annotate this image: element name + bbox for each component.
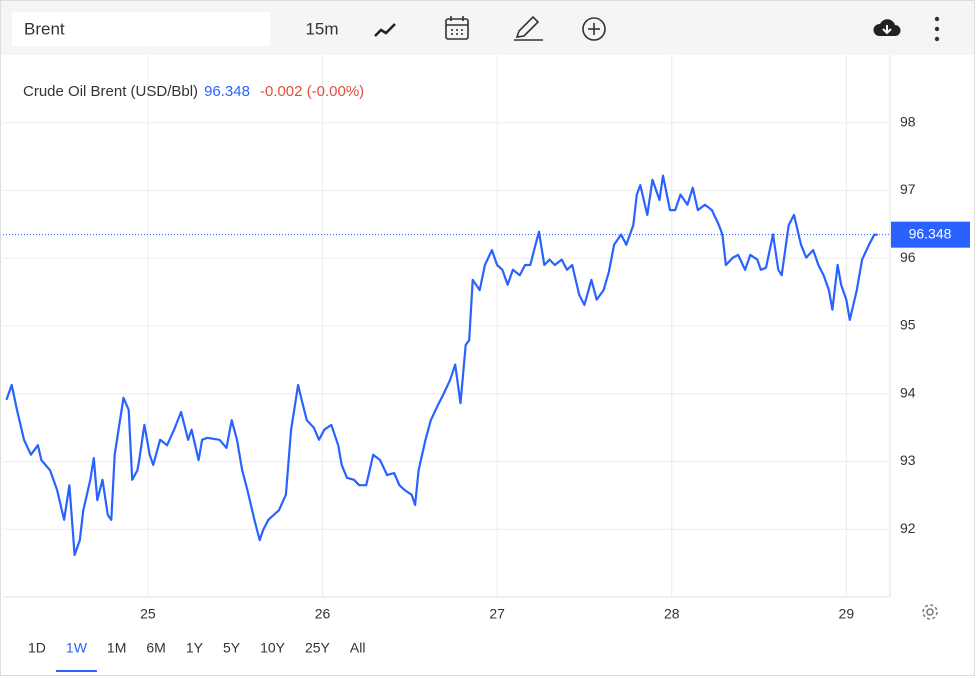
x-tick-label: 26 — [315, 606, 331, 622]
last-price-badge — [891, 221, 970, 248]
x-tick-label: 29 — [839, 606, 855, 622]
settings-icon[interactable] — [922, 604, 938, 620]
price-line — [5, 174, 878, 557]
range-button[interactable]: 1Y — [186, 640, 204, 656]
y-tick-label: 96 — [900, 249, 916, 265]
price-change: -0.002 (-0.00%) — [260, 83, 364, 100]
y-tick-label: 92 — [900, 520, 916, 536]
interval[interactable]: 15m — [305, 19, 338, 38]
range-button[interactable]: 1D — [28, 640, 46, 656]
chart-type-icon[interactable] — [374, 23, 396, 37]
range-button[interactable]: 6M — [146, 640, 165, 656]
last-price: 96.348 — [204, 83, 250, 100]
range-button[interactable]: 5Y — [223, 640, 241, 656]
x-tick-label: 27 — [489, 606, 505, 622]
symbol[interactable]: Brent — [24, 19, 65, 38]
download-icon[interactable] — [873, 19, 901, 36]
y-tick-label: 94 — [900, 384, 916, 400]
plot: 92 93 94 95 96 97 98 25 26 27 28 29 96.348 — [3, 55, 970, 622]
y-tick-label: 97 — [900, 181, 916, 197]
search-box[interactable] — [12, 12, 270, 46]
add-icon[interactable] — [582, 17, 606, 41]
x-tick-label: 25 — [140, 606, 156, 622]
range-button[interactable]: 25Y — [305, 640, 331, 656]
range-button[interactable]: 1M — [107, 640, 126, 656]
x-tick-label: 28 — [664, 606, 680, 622]
y-tick-label: 93 — [900, 452, 916, 468]
draw-icon[interactable] — [514, 15, 543, 41]
y-tick-label: 95 — [900, 317, 916, 333]
chart-title: Crude Oil Brent (USD/Bbl) — [23, 83, 198, 100]
range-bar: 1D 1W 1M 6M 1Y 5Y 10Y 25Y All — [28, 640, 366, 672]
calendar-icon[interactable] — [445, 16, 469, 40]
y-tick-label: 98 — [900, 113, 916, 129]
range-button[interactable]: 10Y — [260, 640, 286, 656]
range-button[interactable]: All — [350, 640, 366, 656]
menu-icon[interactable] — [934, 16, 940, 42]
range-button[interactable]: 1W — [66, 640, 88, 656]
last-price-label: 96.348 — [909, 225, 952, 241]
